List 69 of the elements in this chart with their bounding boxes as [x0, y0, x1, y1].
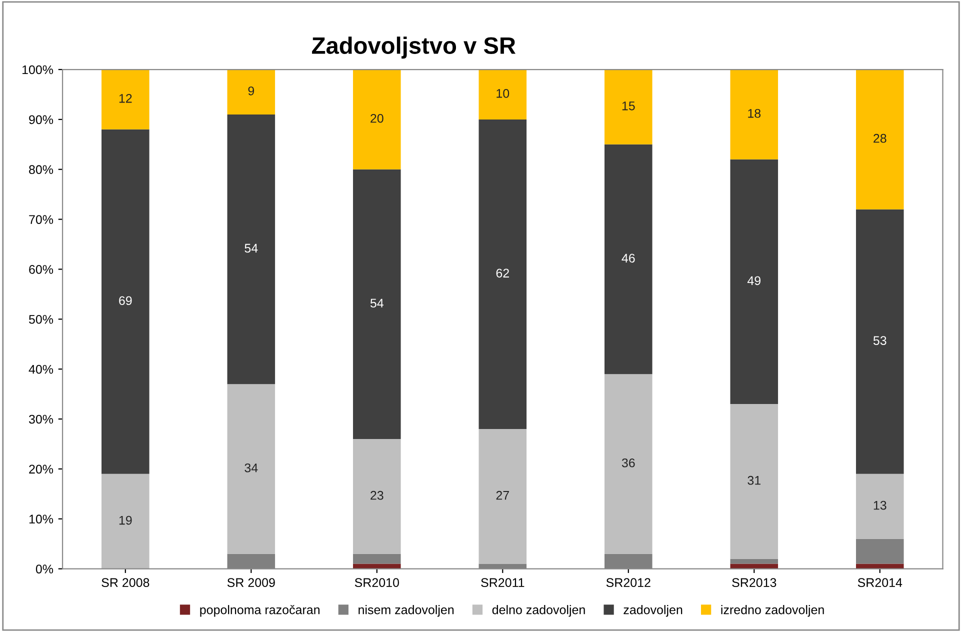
- bar: [227, 114, 276, 384]
- bar: [478, 70, 527, 120]
- y-tick-label: 100%: [22, 65, 54, 74]
- bar: [353, 554, 401, 564]
- x-tick-label: SR 2008: [102, 578, 150, 588]
- data-label: 18: [748, 108, 761, 118]
- x-tick-label: SR2012: [606, 578, 650, 588]
- legend-label: popolnoma razočaran: [200, 605, 320, 617]
- x-tick-label: SR 2009: [227, 578, 275, 588]
- data-label: 36: [622, 458, 635, 468]
- bar: [604, 70, 652, 144]
- x-tick-label: SR2011: [481, 578, 524, 588]
- data-label: 62: [496, 268, 509, 278]
- data-label: 10: [496, 88, 510, 98]
- data-label: 69: [119, 296, 132, 306]
- y-tick-label: 60%: [29, 265, 54, 274]
- data-label: 19: [119, 516, 132, 525]
- bar: [856, 209, 904, 474]
- bar: [102, 474, 150, 569]
- bar: [227, 384, 276, 554]
- x-tick-label: SR2013: [732, 578, 776, 588]
- data-label: 23: [370, 490, 384, 500]
- data-label: 31: [748, 476, 760, 485]
- data-label: 49: [747, 276, 760, 286]
- legend-label: izredno zadovoljen: [721, 605, 824, 617]
- data-label: 46: [622, 254, 635, 263]
- y-tick-label: 70%: [29, 215, 54, 224]
- bar: [730, 159, 778, 404]
- x-tick-label: SR2014: [858, 578, 902, 588]
- bar: [102, 129, 150, 474]
- bar: [353, 169, 401, 439]
- data-label: 27: [496, 490, 509, 500]
- data-label: 54: [370, 298, 384, 308]
- bar: [478, 429, 527, 564]
- legend-label: nisem zadovoljen: [358, 605, 454, 617]
- y-tick-label: 0%: [36, 564, 54, 574]
- y-tick-label: 30%: [28, 414, 54, 424]
- x-tick-label: SR2010: [354, 578, 399, 588]
- bar: [227, 70, 276, 114]
- data-label: 20: [370, 114, 384, 123]
- y-tick-label: 80%: [29, 165, 54, 174]
- bar: [604, 374, 652, 554]
- data-label: 9: [248, 86, 254, 96]
- data-label: 34: [244, 463, 258, 472]
- data-label: 12: [119, 94, 132, 103]
- bar: [478, 119, 527, 429]
- data-label: 13: [874, 500, 886, 510]
- bar: [353, 438, 401, 554]
- bar: [856, 538, 904, 564]
- data-label: 28: [874, 134, 886, 143]
- bar: [730, 404, 778, 559]
- bar: [604, 144, 652, 374]
- chart-title: Zadovoljstvo v SR: [312, 36, 516, 59]
- bar: [353, 70, 401, 170]
- legend-label: delno zadovoljen: [492, 605, 585, 617]
- bar: [730, 558, 778, 564]
- y-tick-label: 50%: [28, 314, 54, 324]
- y-tick-label: 90%: [29, 115, 54, 124]
- y-tick-label: 40%: [28, 364, 54, 374]
- y-tick-label: 10%: [29, 514, 54, 524]
- data-label: 15: [622, 102, 635, 110]
- data-label: 54: [244, 244, 258, 253]
- bar: [730, 70, 778, 160]
- bar: [102, 70, 150, 130]
- y-tick-label: 20%: [29, 464, 54, 474]
- bar: [856, 70, 904, 210]
- bar: [856, 474, 904, 539]
- data-label: 53: [873, 336, 886, 345]
- legend-label: zadovoljen: [624, 605, 682, 617]
